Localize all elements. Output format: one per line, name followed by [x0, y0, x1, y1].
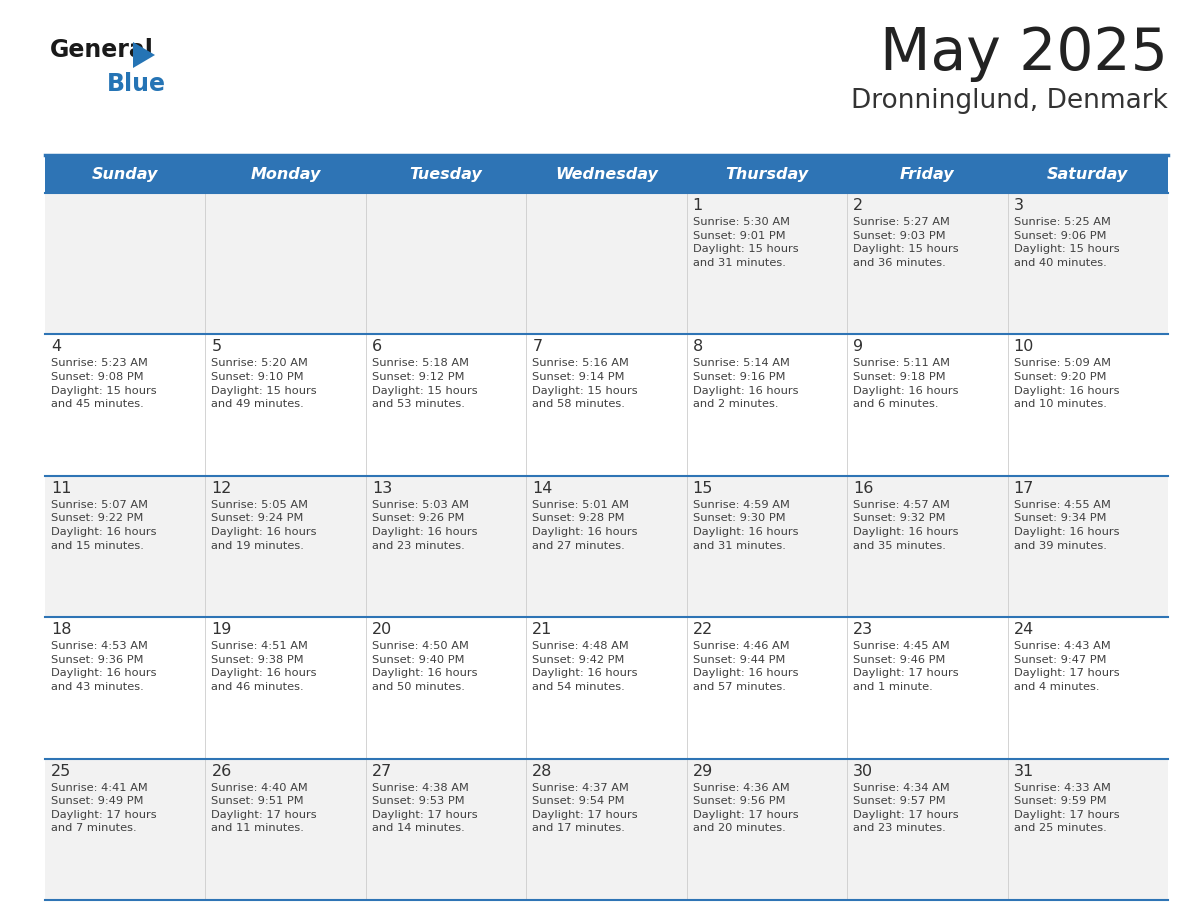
Text: Sunrise: 4:51 AM
Sunset: 9:38 PM
Daylight: 16 hours
and 46 minutes.: Sunrise: 4:51 AM Sunset: 9:38 PM Dayligh… — [211, 641, 317, 692]
Text: Sunday: Sunday — [91, 166, 158, 182]
Text: Sunrise: 4:38 AM
Sunset: 9:53 PM
Daylight: 17 hours
and 14 minutes.: Sunrise: 4:38 AM Sunset: 9:53 PM Dayligh… — [372, 783, 478, 834]
Text: 9: 9 — [853, 340, 864, 354]
Text: Wednesday: Wednesday — [555, 166, 658, 182]
Text: Sunrise: 4:46 AM
Sunset: 9:44 PM
Daylight: 16 hours
and 57 minutes.: Sunrise: 4:46 AM Sunset: 9:44 PM Dayligh… — [693, 641, 798, 692]
Bar — [687, 155, 847, 193]
Text: 2: 2 — [853, 198, 864, 213]
Text: Dronninglund, Denmark: Dronninglund, Denmark — [851, 88, 1168, 114]
Text: 31: 31 — [1013, 764, 1034, 778]
Text: Thursday: Thursday — [726, 166, 809, 182]
Text: Sunrise: 5:07 AM
Sunset: 9:22 PM
Daylight: 16 hours
and 15 minutes.: Sunrise: 5:07 AM Sunset: 9:22 PM Dayligh… — [51, 499, 157, 551]
Bar — [45, 617, 1168, 758]
Text: 8: 8 — [693, 340, 703, 354]
Text: 15: 15 — [693, 481, 713, 496]
Text: General: General — [50, 38, 154, 62]
Text: 4: 4 — [51, 340, 61, 354]
Bar — [45, 758, 1168, 900]
Text: Sunrise: 4:48 AM
Sunset: 9:42 PM
Daylight: 16 hours
and 54 minutes.: Sunrise: 4:48 AM Sunset: 9:42 PM Dayligh… — [532, 641, 638, 692]
Text: Sunrise: 4:40 AM
Sunset: 9:51 PM
Daylight: 17 hours
and 11 minutes.: Sunrise: 4:40 AM Sunset: 9:51 PM Dayligh… — [211, 783, 317, 834]
Text: Sunrise: 4:53 AM
Sunset: 9:36 PM
Daylight: 16 hours
and 43 minutes.: Sunrise: 4:53 AM Sunset: 9:36 PM Dayligh… — [51, 641, 157, 692]
Text: Sunrise: 5:18 AM
Sunset: 9:12 PM
Daylight: 15 hours
and 53 minutes.: Sunrise: 5:18 AM Sunset: 9:12 PM Dayligh… — [372, 358, 478, 409]
Text: 22: 22 — [693, 622, 713, 637]
Text: 27: 27 — [372, 764, 392, 778]
Bar — [847, 155, 1007, 193]
Text: Sunrise: 5:09 AM
Sunset: 9:20 PM
Daylight: 16 hours
and 10 minutes.: Sunrise: 5:09 AM Sunset: 9:20 PM Dayligh… — [1013, 358, 1119, 409]
Text: Sunrise: 5:01 AM
Sunset: 9:28 PM
Daylight: 16 hours
and 27 minutes.: Sunrise: 5:01 AM Sunset: 9:28 PM Dayligh… — [532, 499, 638, 551]
Text: Sunrise: 4:57 AM
Sunset: 9:32 PM
Daylight: 16 hours
and 35 minutes.: Sunrise: 4:57 AM Sunset: 9:32 PM Dayligh… — [853, 499, 959, 551]
Text: Sunrise: 4:50 AM
Sunset: 9:40 PM
Daylight: 16 hours
and 50 minutes.: Sunrise: 4:50 AM Sunset: 9:40 PM Dayligh… — [372, 641, 478, 692]
Text: 10: 10 — [1013, 340, 1034, 354]
Bar — [45, 155, 206, 193]
Text: Sunrise: 5:16 AM
Sunset: 9:14 PM
Daylight: 15 hours
and 58 minutes.: Sunrise: 5:16 AM Sunset: 9:14 PM Dayligh… — [532, 358, 638, 409]
Text: 28: 28 — [532, 764, 552, 778]
Text: Sunrise: 5:30 AM
Sunset: 9:01 PM
Daylight: 15 hours
and 31 minutes.: Sunrise: 5:30 AM Sunset: 9:01 PM Dayligh… — [693, 217, 798, 268]
Text: Sunrise: 4:45 AM
Sunset: 9:46 PM
Daylight: 17 hours
and 1 minute.: Sunrise: 4:45 AM Sunset: 9:46 PM Dayligh… — [853, 641, 959, 692]
Text: 14: 14 — [532, 481, 552, 496]
Polygon shape — [133, 42, 154, 68]
Text: Sunrise: 4:41 AM
Sunset: 9:49 PM
Daylight: 17 hours
and 7 minutes.: Sunrise: 4:41 AM Sunset: 9:49 PM Dayligh… — [51, 783, 157, 834]
Bar — [1007, 155, 1168, 193]
Bar — [366, 155, 526, 193]
Text: 21: 21 — [532, 622, 552, 637]
Text: Sunrise: 5:23 AM
Sunset: 9:08 PM
Daylight: 15 hours
and 45 minutes.: Sunrise: 5:23 AM Sunset: 9:08 PM Dayligh… — [51, 358, 157, 409]
Text: Sunrise: 4:43 AM
Sunset: 9:47 PM
Daylight: 17 hours
and 4 minutes.: Sunrise: 4:43 AM Sunset: 9:47 PM Dayligh… — [1013, 641, 1119, 692]
Bar — [206, 155, 366, 193]
Text: 16: 16 — [853, 481, 873, 496]
Text: Saturday: Saturday — [1047, 166, 1129, 182]
Text: Tuesday: Tuesday — [410, 166, 482, 182]
Text: 20: 20 — [372, 622, 392, 637]
Text: 5: 5 — [211, 340, 221, 354]
Text: 11: 11 — [51, 481, 71, 496]
Text: Sunrise: 5:03 AM
Sunset: 9:26 PM
Daylight: 16 hours
and 23 minutes.: Sunrise: 5:03 AM Sunset: 9:26 PM Dayligh… — [372, 499, 478, 551]
Text: May 2025: May 2025 — [880, 25, 1168, 82]
Bar — [45, 476, 1168, 617]
Text: Blue: Blue — [107, 72, 166, 96]
Text: 19: 19 — [211, 622, 232, 637]
Text: Sunrise: 5:11 AM
Sunset: 9:18 PM
Daylight: 16 hours
and 6 minutes.: Sunrise: 5:11 AM Sunset: 9:18 PM Dayligh… — [853, 358, 959, 409]
Text: 25: 25 — [51, 764, 71, 778]
Text: 18: 18 — [51, 622, 71, 637]
Text: Monday: Monday — [251, 166, 321, 182]
Text: 7: 7 — [532, 340, 543, 354]
Text: 17: 17 — [1013, 481, 1034, 496]
Text: 26: 26 — [211, 764, 232, 778]
Text: Sunrise: 5:27 AM
Sunset: 9:03 PM
Daylight: 15 hours
and 36 minutes.: Sunrise: 5:27 AM Sunset: 9:03 PM Dayligh… — [853, 217, 959, 268]
Text: 1: 1 — [693, 198, 703, 213]
Text: Sunrise: 5:14 AM
Sunset: 9:16 PM
Daylight: 16 hours
and 2 minutes.: Sunrise: 5:14 AM Sunset: 9:16 PM Dayligh… — [693, 358, 798, 409]
Text: 23: 23 — [853, 622, 873, 637]
Text: Sunrise: 4:33 AM
Sunset: 9:59 PM
Daylight: 17 hours
and 25 minutes.: Sunrise: 4:33 AM Sunset: 9:59 PM Dayligh… — [1013, 783, 1119, 834]
Text: 6: 6 — [372, 340, 383, 354]
Text: 12: 12 — [211, 481, 232, 496]
Text: 30: 30 — [853, 764, 873, 778]
Text: 29: 29 — [693, 764, 713, 778]
Text: Friday: Friday — [901, 166, 955, 182]
Text: Sunrise: 5:25 AM
Sunset: 9:06 PM
Daylight: 15 hours
and 40 minutes.: Sunrise: 5:25 AM Sunset: 9:06 PM Dayligh… — [1013, 217, 1119, 268]
Text: 3: 3 — [1013, 198, 1024, 213]
Text: Sunrise: 4:59 AM
Sunset: 9:30 PM
Daylight: 16 hours
and 31 minutes.: Sunrise: 4:59 AM Sunset: 9:30 PM Dayligh… — [693, 499, 798, 551]
Bar — [45, 334, 1168, 476]
Text: Sunrise: 4:36 AM
Sunset: 9:56 PM
Daylight: 17 hours
and 20 minutes.: Sunrise: 4:36 AM Sunset: 9:56 PM Dayligh… — [693, 783, 798, 834]
Text: 13: 13 — [372, 481, 392, 496]
Text: Sunrise: 5:05 AM
Sunset: 9:24 PM
Daylight: 16 hours
and 19 minutes.: Sunrise: 5:05 AM Sunset: 9:24 PM Dayligh… — [211, 499, 317, 551]
Bar — [45, 193, 1168, 334]
Text: Sunrise: 4:34 AM
Sunset: 9:57 PM
Daylight: 17 hours
and 23 minutes.: Sunrise: 4:34 AM Sunset: 9:57 PM Dayligh… — [853, 783, 959, 834]
Text: 24: 24 — [1013, 622, 1034, 637]
Bar — [526, 155, 687, 193]
Text: Sunrise: 5:20 AM
Sunset: 9:10 PM
Daylight: 15 hours
and 49 minutes.: Sunrise: 5:20 AM Sunset: 9:10 PM Dayligh… — [211, 358, 317, 409]
Text: Sunrise: 4:55 AM
Sunset: 9:34 PM
Daylight: 16 hours
and 39 minutes.: Sunrise: 4:55 AM Sunset: 9:34 PM Dayligh… — [1013, 499, 1119, 551]
Text: Sunrise: 4:37 AM
Sunset: 9:54 PM
Daylight: 17 hours
and 17 minutes.: Sunrise: 4:37 AM Sunset: 9:54 PM Dayligh… — [532, 783, 638, 834]
